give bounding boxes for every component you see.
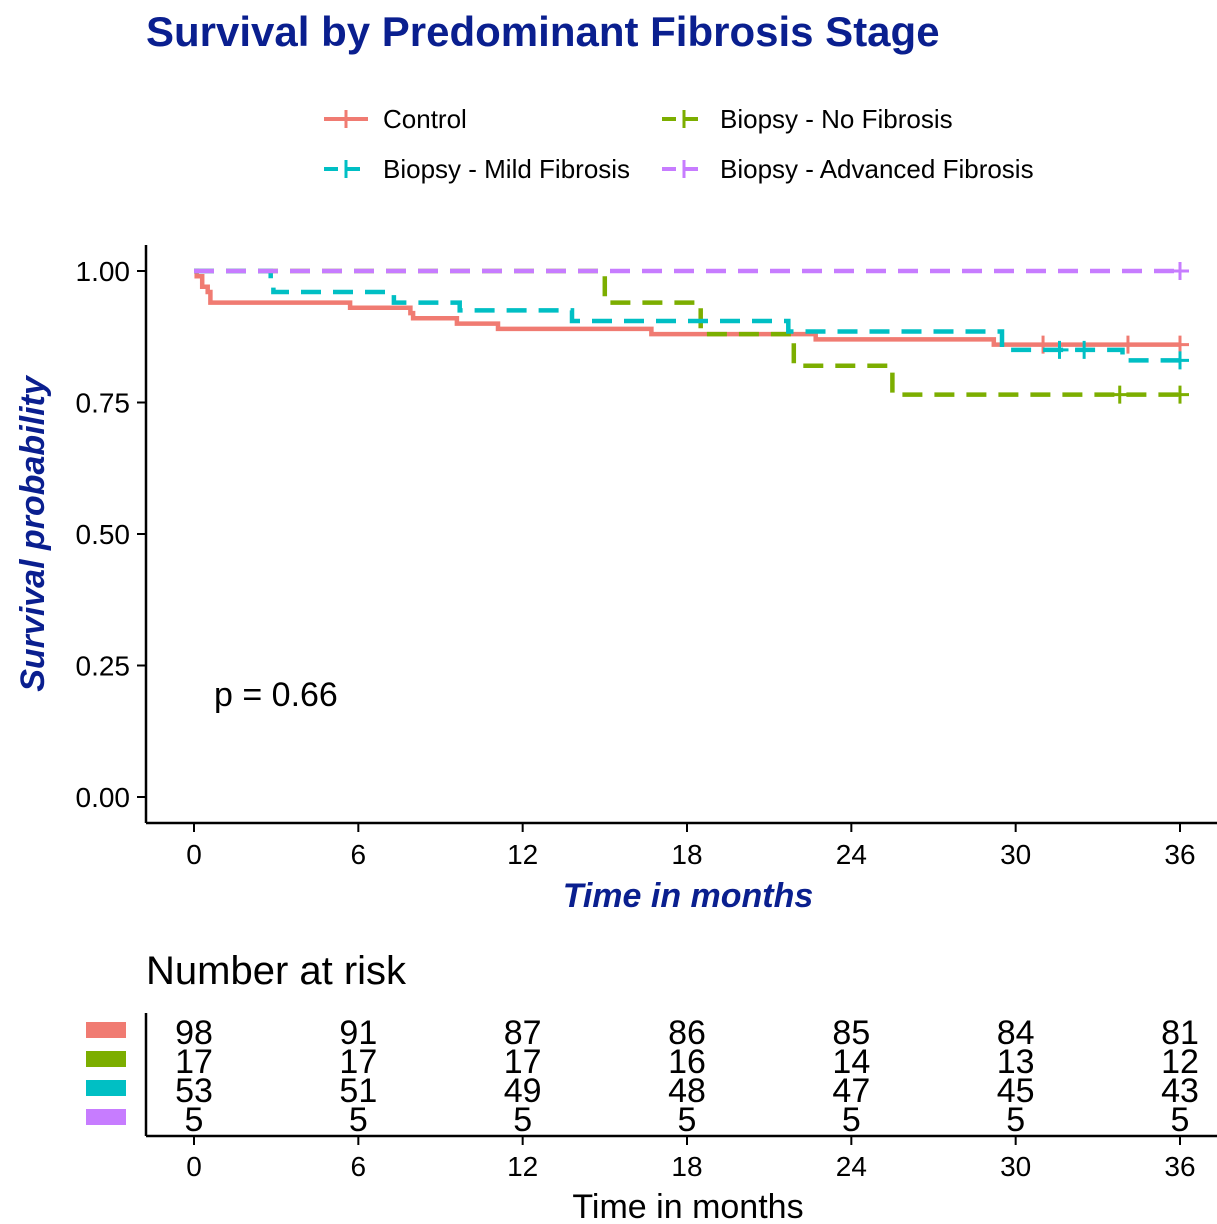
risk-cell-biopsy-mild-fibrosis-t0: 53 [175, 1072, 213, 1110]
x-tick-label-12: 12 [507, 839, 538, 870]
y-tick-label-0-25: 0.25 [76, 651, 131, 682]
risk-cell-control-t0: 98 [175, 1014, 213, 1052]
risk-cell-biopsy-advanced-fibrosis-t12: 5 [513, 1101, 532, 1139]
risk-x-tick-label-0: 0 [186, 1151, 202, 1182]
risk-row-key-biopsy-no-fibrosis [86, 1051, 126, 1067]
risk-row-key-biopsy-mild-fibrosis [86, 1080, 126, 1096]
x-tick-label-18: 18 [671, 839, 702, 870]
y-tick-label-0-75: 0.75 [76, 388, 131, 419]
risk-x-tick-label-36: 36 [1164, 1151, 1195, 1182]
x-tick-label-0: 0 [186, 839, 202, 870]
risk-cell-control-t12: 87 [504, 1014, 542, 1052]
censor-mark-biopsy-advanced-fibrosis-0 [1171, 262, 1189, 280]
censor-mark-control-0 [1034, 335, 1053, 354]
risk-cell-control-t30: 84 [997, 1014, 1035, 1052]
risk-row-key-biopsy-advanced-fibrosis [86, 1109, 126, 1125]
x-tick-label-30: 30 [1000, 839, 1031, 870]
risk-cell-biopsy-no-fibrosis-t0: 17 [175, 1043, 213, 1081]
censor-mark-biopsy-mild-fibrosis-1 [1075, 340, 1094, 359]
y-axis-label: Survival probability [14, 374, 52, 692]
censor-mark-control-1 [1118, 335, 1137, 354]
risk-cell-biopsy-mild-fibrosis-t18: 48 [668, 1072, 706, 1110]
risk-x-tick-label-12: 12 [507, 1151, 538, 1182]
x-tick-label-6: 6 [351, 839, 367, 870]
risk-cell-control-t24: 85 [832, 1014, 870, 1052]
risk-cell-biopsy-advanced-fibrosis-t0: 5 [185, 1101, 204, 1139]
risk-cell-biopsy-mild-fibrosis-t30: 45 [997, 1072, 1035, 1110]
risk-table-title: Number at risk [146, 949, 407, 993]
censor-mark-biopsy-mild-fibrosis-2 [1171, 351, 1189, 370]
risk-cell-biopsy-mild-fibrosis-t24: 47 [832, 1072, 870, 1110]
risk-cell-biopsy-no-fibrosis-t24: 14 [832, 1043, 870, 1081]
risk-cell-biopsy-no-fibrosis-t18: 16 [668, 1043, 706, 1081]
censor-mark-biopsy-no-fibrosis-0 [1110, 385, 1129, 404]
y-tick-label-1-00: 1.00 [76, 256, 131, 287]
censor-mark-control-2 [1171, 335, 1189, 354]
risk-cell-biopsy-mild-fibrosis-t36: 43 [1161, 1072, 1199, 1110]
legend-label-biopsy-mild-fibrosis: Biopsy - Mild Fibrosis [383, 154, 630, 184]
risk-cell-biopsy-advanced-fibrosis-t6: 5 [349, 1101, 368, 1139]
km-curve-control [194, 268, 1180, 347]
legend-label-biopsy-advanced-fibrosis: Biopsy - Advanced Fibrosis [720, 154, 1034, 184]
risk-cell-biopsy-no-fibrosis-t12: 17 [504, 1043, 542, 1081]
risk-cell-biopsy-no-fibrosis-t36: 12 [1161, 1043, 1199, 1081]
km-curve-biopsy-no-fibrosis [194, 268, 1180, 397]
risk-cell-control-t36: 81 [1161, 1014, 1199, 1052]
risk-cell-biopsy-mild-fibrosis-t12: 49 [504, 1072, 542, 1110]
risk-cell-biopsy-mild-fibrosis-t6: 51 [339, 1072, 377, 1110]
x-axis-label: Time in months [563, 877, 814, 915]
risk-cell-biopsy-advanced-fibrosis-t30: 5 [1006, 1101, 1025, 1139]
p-value-annotation: p = 0.66 [214, 676, 338, 714]
risk-cell-biopsy-advanced-fibrosis-t24: 5 [842, 1101, 861, 1139]
risk-cell-biopsy-advanced-fibrosis-t36: 5 [1171, 1101, 1190, 1139]
y-tick-label-0-00: 0.00 [76, 782, 131, 813]
x-tick-label-36: 36 [1164, 839, 1195, 870]
risk-cell-biopsy-advanced-fibrosis-t18: 5 [678, 1101, 697, 1139]
risk-x-tick-label-18: 18 [671, 1151, 702, 1182]
chart-title: Survival by Predominant Fibrosis Stage [146, 8, 940, 55]
censor-mark-biopsy-no-fibrosis-1 [1171, 385, 1189, 404]
y-tick-label-0-50: 0.50 [76, 519, 131, 550]
censor-mark-biopsy-mild-fibrosis-0 [1050, 340, 1069, 359]
legend-label-control: Control [383, 104, 467, 134]
risk-cell-control-t6: 91 [339, 1014, 377, 1052]
km-curve-biopsy-mild-fibrosis [194, 268, 1180, 363]
risk-cell-biopsy-no-fibrosis-t6: 17 [339, 1043, 377, 1081]
x-tick-label-24: 24 [836, 839, 867, 870]
risk-cell-biopsy-no-fibrosis-t30: 13 [997, 1043, 1035, 1081]
risk-cell-control-t18: 86 [668, 1014, 706, 1052]
risk-x-tick-label-24: 24 [836, 1151, 867, 1182]
risk-row-key-control [86, 1022, 126, 1038]
risk-x-tick-label-30: 30 [1000, 1151, 1031, 1182]
legend-label-biopsy-no-fibrosis: Biopsy - No Fibrosis [720, 104, 953, 134]
risk-x-tick-label-6: 6 [351, 1151, 367, 1182]
risk-table-x-axis-label: Time in months [572, 1188, 803, 1224]
